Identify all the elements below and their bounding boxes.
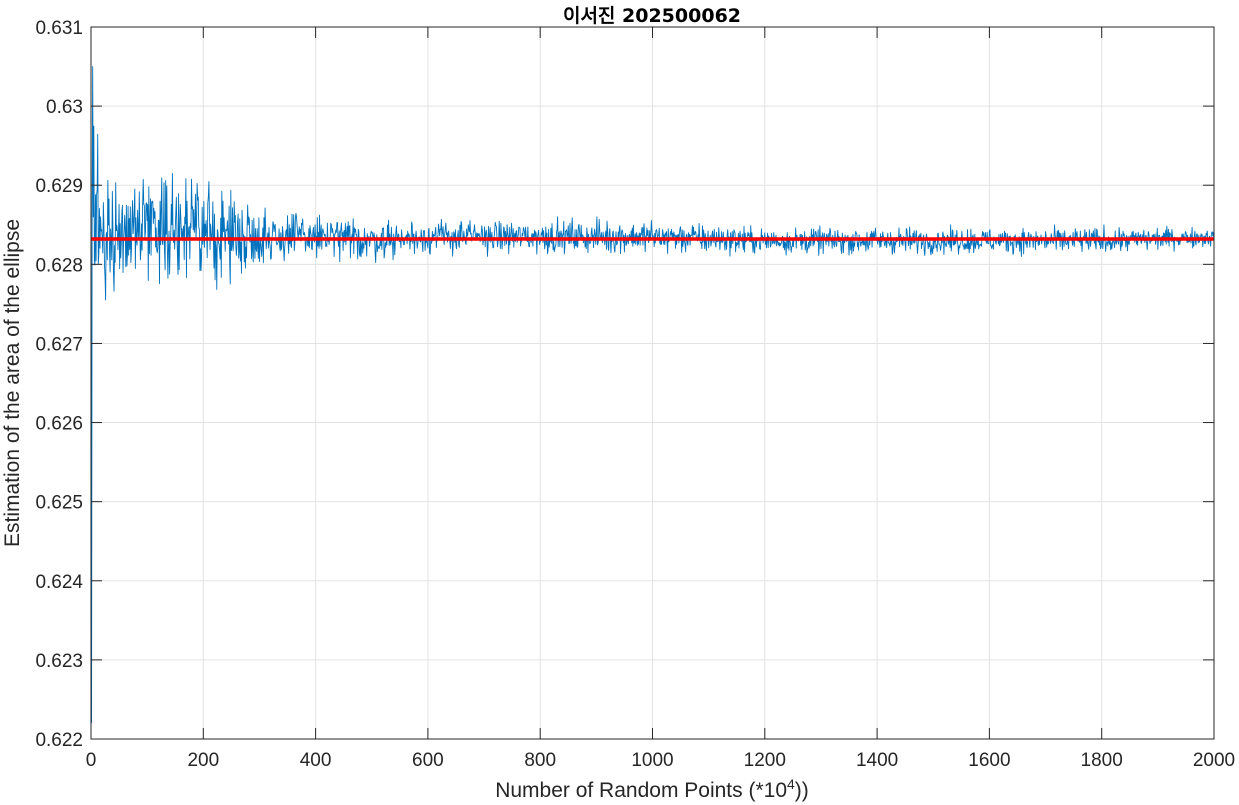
- x-axis-label-suffix: )): [795, 779, 809, 802]
- y-tick-label: 0.631: [35, 18, 83, 39]
- x-tick-label: 1400: [856, 750, 898, 771]
- x-axis-label-main: Number of Random Points (*10: [495, 779, 787, 802]
- chart-title: 이서진 202500062: [563, 5, 741, 27]
- x-tick-label: 1000: [631, 750, 673, 771]
- y-tick-label: 0.628: [35, 255, 83, 276]
- y-axis-label: Estimation of the area of the ellipse: [1, 219, 24, 547]
- x-tick-labels: 0 200 400 600 800 1000 1200 1400 1600 1800 2000: [86, 750, 1235, 771]
- series-group: [91, 66, 1215, 724]
- x-tick-label: 600: [412, 750, 444, 771]
- x-tick-label: 0: [86, 750, 97, 771]
- x-axis-label-superscript: 4: [787, 776, 795, 792]
- y-tick-label: 0.627: [35, 334, 83, 355]
- x-tick-label: 1800: [1081, 750, 1123, 771]
- tick-marks: [90, 26, 1215, 740]
- y-tick-label: 0.629: [35, 176, 83, 197]
- y-tick-label: 0.623: [35, 651, 83, 672]
- y-tick-label: 0.63: [46, 97, 83, 118]
- y-tick-label: 0.625: [35, 493, 83, 514]
- y-tick-label: 0.624: [35, 572, 83, 593]
- x-tick-label: 1200: [744, 750, 786, 771]
- x-tick-label: 200: [187, 750, 219, 771]
- x-tick-label: 1600: [968, 750, 1010, 771]
- x-tick-label: 400: [300, 750, 332, 771]
- x-axis-label: Number of Random Points (*104)): [495, 776, 809, 802]
- y-tick-label: 0.622: [35, 730, 83, 751]
- x-tick-label: 2000: [1193, 750, 1235, 771]
- y-tick-labels: 0.622 0.623 0.624 0.625 0.626 0.627 0.628 0.629…: [35, 18, 83, 751]
- y-tick-label: 0.626: [35, 414, 83, 435]
- x-tick-label: 800: [524, 750, 556, 771]
